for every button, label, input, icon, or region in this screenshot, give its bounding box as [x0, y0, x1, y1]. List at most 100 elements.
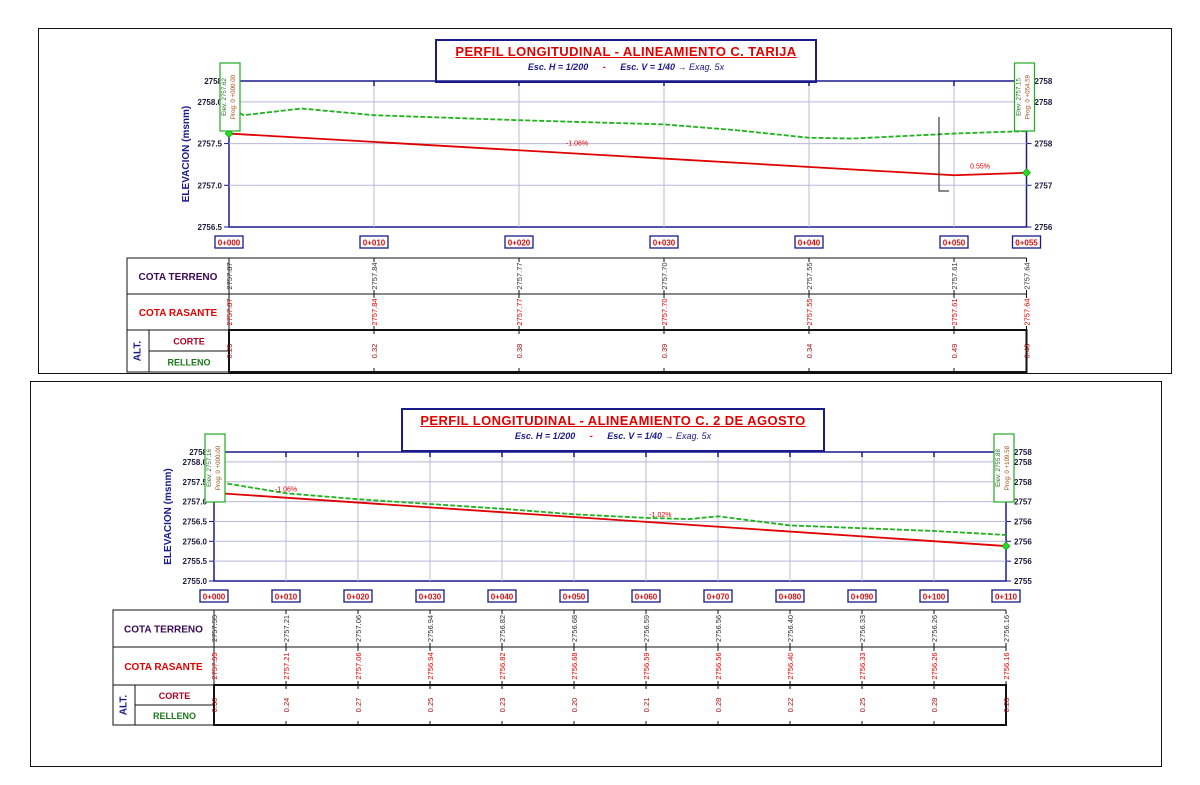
profile-2-end-callout-line: Elev: 2755.88 — [995, 449, 1002, 487]
profile-1-station-label: 0+055 — [1015, 239, 1038, 248]
profile-1-title: PERFIL LONGITUDINAL - ALINEAMIENTO C. TA… — [455, 44, 797, 59]
profile-2-station-box — [199, 589, 229, 603]
profile-2-cota-terreno-value: 2756.68 — [570, 615, 579, 642]
profile-1-start-callout-line: Elev: 2757.62 — [221, 78, 228, 116]
profile-1-y-tick-label-right: 2758 — [1035, 98, 1053, 107]
profile-1-y-tick-label-left: 2758 — [204, 77, 222, 86]
profile-2-start-callout: Elev: 2757.16 Prog: 0 +000.00 — [204, 433, 226, 503]
profile-1-y-tick-label-right: 2758 — [1035, 140, 1053, 149]
profile-1-cota-terreno-value: 2757.64 — [1023, 262, 1032, 289]
profile-1-scale-sep: - — [602, 62, 606, 72]
profile-1-altura-value: 0.34 — [805, 344, 814, 359]
profile-2-scale-h: Esc. H = 1/200 — [514, 431, 576, 441]
profile-1-altura-value: 0.39 — [660, 344, 669, 359]
profile-2-cota-terreno-value: 2757.55 — [210, 615, 219, 642]
profile-1-station-label: 0+030 — [653, 239, 676, 248]
profile-2-plot-frame — [213, 451, 1007, 582]
profile-2-altura-value: 0.23 — [498, 698, 507, 713]
profile-2-station-box — [415, 589, 445, 603]
profile-2-slope-label: -1.02% — [649, 512, 671, 519]
profile-2-station-label: 0+080 — [779, 593, 802, 602]
profile-2-station-box — [919, 589, 949, 603]
profile-1-start-callout-box — [219, 62, 241, 132]
profile-2-y-axis-label: ELEVACION (msnm) — [163, 468, 174, 565]
profile-2-station-box — [991, 589, 1021, 603]
profile-1-scale-note: Esc. H = 1/200 - Esc. V = 1/40 → Exag. 5… — [437, 62, 815, 72]
profile-2-station-label: 0+060 — [635, 593, 658, 602]
profile-2-cota-terreno-value: 2756.59 — [642, 615, 651, 642]
profile-2-station-label: 0+030 — [419, 593, 442, 602]
profile-1-title-block: PERFIL LONGITUDINAL - ALINEAMIENTO C. TA… — [435, 39, 817, 83]
profile-2-end-callout-line: Prog: 0 +109.58 — [1004, 445, 1011, 490]
profile-1-station-box — [939, 235, 969, 249]
profile-1-y-tick-label-left: 2756.5 — [198, 223, 223, 232]
profile-1-cota-terreno-value: 2757.87 — [225, 262, 234, 289]
profile-1-station-box — [1011, 235, 1042, 249]
profile-1-station-label: 0+050 — [943, 239, 966, 248]
profile-1-altura-value: 0.32 — [370, 344, 379, 359]
profile-1-station-label: 0+000 — [218, 239, 241, 248]
profile-2-cota-terreno-value: 2756.94 — [426, 615, 435, 642]
profile-1-altura-value: 0.49 — [950, 344, 959, 359]
profile-2-y-tick-label-left: 2758 — [189, 448, 207, 457]
profile-1-y-tick-label-left: 2758.0 — [198, 98, 223, 107]
profile-2-sheet: PERFIL LONGITUDINAL - ALINEAMIENTO C. 2 … — [30, 381, 1162, 767]
profile-1-row-label-cota-terreno: COTA TERRENO — [139, 272, 218, 283]
profile-1-end-marker — [1022, 168, 1031, 178]
profile-2-altura-value: 0.25 — [858, 698, 867, 713]
profile-2-cota-terreno-value: 2756.56 — [714, 615, 723, 642]
profile-1-scale-h: Esc. H = 1/200 — [527, 62, 589, 72]
profile-2-station-label: 0+000 — [203, 593, 226, 602]
profile-2-scale-v: Esc. V = 1/40 — [607, 431, 663, 441]
profile-2-y-tick-label-left: 2757.0 — [183, 498, 208, 507]
profile-2-y-tick-label-right: 2758 — [1014, 458, 1032, 467]
profile-2-title-block: PERFIL LONGITUDINAL - ALINEAMIENTO C. 2 … — [401, 408, 825, 452]
profile-2-station-label: 0+090 — [851, 593, 874, 602]
profile-2-scale-exag: → Exag. 5x — [664, 431, 712, 441]
profile-2-start-callout-line: Prog: 0 +000.00 — [215, 445, 222, 490]
profile-2-start-callout-line: Elev: 2757.16 — [206, 449, 213, 487]
profile-2-cota-rasante-value: 2757.55 — [210, 652, 219, 679]
profile-2-cota-terreno-value: 2756.82 — [498, 615, 507, 642]
profile-2-station-box — [847, 589, 877, 603]
profile-1-station-label: 0+010 — [363, 239, 386, 248]
profile-1-cota-terreno-value: 2757.84 — [370, 262, 379, 289]
profile-1-cota-terreno-value: 2757.70 — [660, 262, 669, 289]
profile-2-altura-value: 0.28 — [1002, 698, 1011, 713]
profile-1-altura-value: 0.48 — [1023, 344, 1032, 359]
profile-2-cota-terreno-value: 2757.06 — [354, 615, 363, 642]
profile-2-station-label: 0+020 — [347, 593, 370, 602]
profile-1-y-tick-label-left: 2757.5 — [198, 140, 223, 149]
profile-1-grade-line — [228, 132, 1027, 177]
profile-1-end-callout-line: Elev: 2757.15 — [1016, 78, 1023, 116]
profile-1-station-box — [214, 235, 244, 249]
profile-2-cota-rasante-value: 2756.40 — [786, 652, 795, 679]
profile-2-row-label-cota-rasante: COTA RASANTE — [124, 662, 203, 673]
profile-1-altura-value: 0.38 — [515, 344, 524, 359]
profile-1-table-label-column — [126, 257, 230, 373]
profile-2-station-box — [343, 589, 373, 603]
profile-2-altura-value: 0.28 — [714, 698, 723, 713]
profile-2-grade-line — [213, 491, 1007, 547]
profile-2-y-tick-label-left: 2758.0 — [183, 458, 208, 467]
profile-2-cota-terreno-value: 2757.21 — [282, 615, 291, 642]
profile-1-cota-terreno-value: 2757.61 — [950, 262, 959, 289]
profile-1-cota-rasante-value: 2757.55 — [805, 298, 814, 325]
profile-1-end-callout: Elev: 2757.15 Prog: 0 +054.59 — [1013, 62, 1036, 132]
profile-1-station-box — [504, 235, 534, 249]
profile-2-station-box — [775, 589, 805, 603]
profile-1-station-label: 0+040 — [798, 239, 821, 248]
profile-2-y-tick-label-right: 2756 — [1014, 557, 1032, 566]
profile-1-drawing: 2758 2758 2758.0 2758 2757.5 2758 2757.0 2757 27… — [126, 62, 1053, 373]
profile-1-station-box — [359, 235, 389, 249]
profile-1-station-box — [649, 235, 679, 249]
profile-1-end-callout-line: Prog: 0 +054.59 — [1025, 74, 1032, 119]
profile-2-station-label: 0+010 — [275, 593, 298, 602]
profile-2-station-label: 0+100 — [923, 593, 946, 602]
profile-2-end-callout: Elev: 2755.88 Prog: 0 +109.58 — [993, 433, 1015, 503]
profile-1-section-mark — [938, 117, 949, 192]
profile-1-row-label-relleno: RELLENO — [167, 358, 210, 368]
profile-1-end-callout-box — [1013, 62, 1036, 132]
profile-2-y-tick-label-left: 2755.5 — [183, 557, 208, 566]
profile-1-y-axis-label: ELEVACION (msnm) — [181, 106, 192, 203]
